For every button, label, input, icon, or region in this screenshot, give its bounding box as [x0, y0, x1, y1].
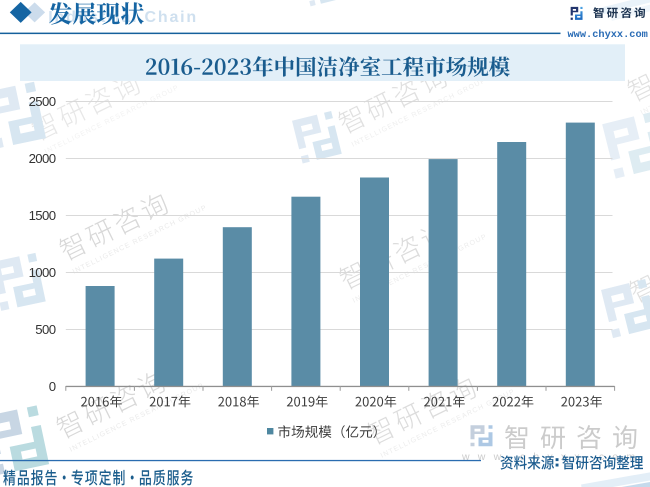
svg-text:500: 500: [35, 322, 55, 337]
svg-text:1500: 1500: [29, 208, 56, 223]
svg-text:2500: 2500: [29, 94, 56, 109]
svg-text:0: 0: [49, 379, 56, 394]
svg-text:2000: 2000: [29, 151, 56, 166]
svg-text:1000: 1000: [29, 265, 56, 280]
svg-text:www.chyxx.com: www.chyxx.com: [568, 29, 648, 41]
